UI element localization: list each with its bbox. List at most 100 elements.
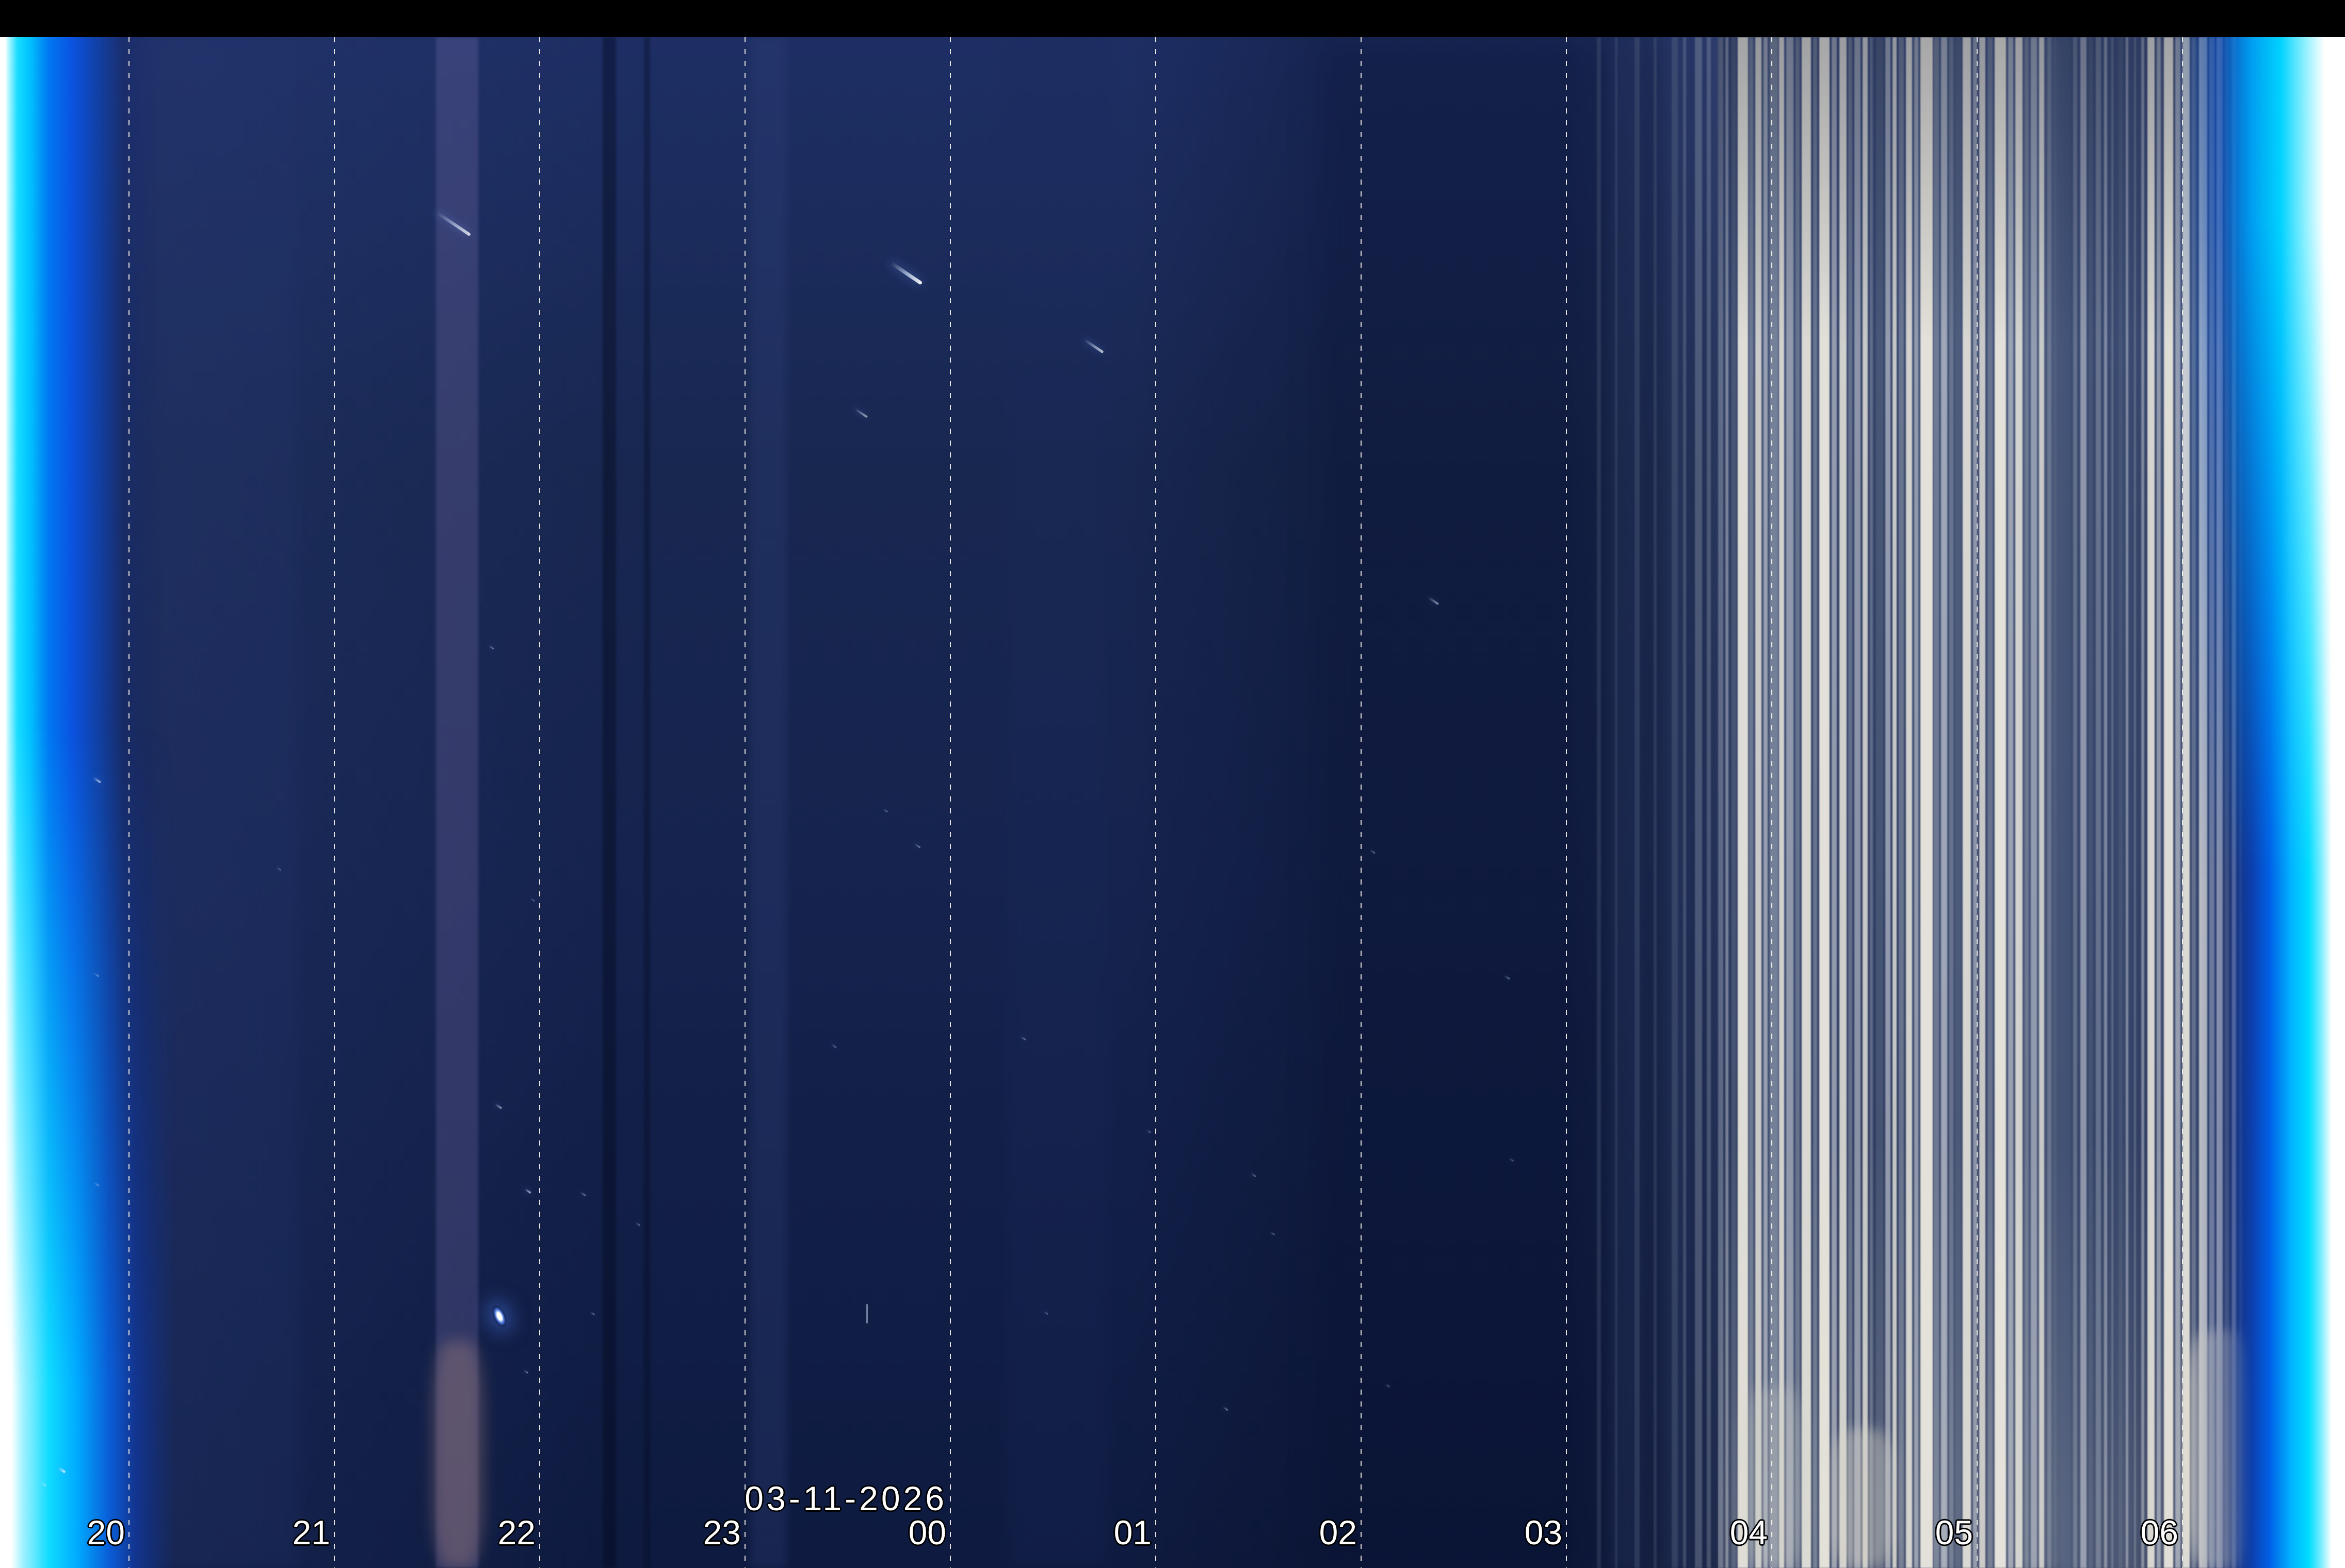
hour-gridline [950,37,951,1568]
cloud-streak [2053,37,2057,1568]
hour-label-22: 22 [497,1513,536,1551]
cloud-streak [1738,37,1748,1568]
cloud-streak [1987,37,1993,1568]
cloud-streak [1979,37,1985,1568]
cloud-streak [1813,37,1817,1568]
sky-band [751,37,787,1568]
cloud-streak [1839,37,1847,1568]
cloud-streak [2141,37,2144,1568]
cloud-streak [1955,37,1961,1568]
cloud-streak [1973,37,1977,1568]
cloud-streak [1635,37,1640,1568]
cloud-streak [1718,37,1723,1568]
cloud-streak [2080,37,2087,1568]
cloud-streak [1934,37,1939,1568]
cloud-streak [1796,37,1800,1568]
cloud-streak [1732,37,1736,1568]
hour-label-01: 01 [1113,1513,1152,1551]
cloud-streak [1870,37,1873,1568]
cloud-streak [2047,37,2051,1568]
hour-label-20: 20 [87,1513,125,1551]
cloud-streak [1755,37,1761,1568]
hour-gridline [1977,37,1978,1568]
cloud-streak [1725,37,1728,1568]
hour-label-05: 05 [1935,1513,1973,1551]
cloud-streak [2031,37,2037,1568]
sky-band [644,37,650,1568]
cloud-streak [2061,37,2071,1568]
cloud-streak [2104,37,2107,1568]
glow-patch [1832,1429,1894,1568]
top-black-bar [0,0,2345,37]
cloud-streak [1615,37,1618,1568]
cloud-streak [1683,37,1686,1568]
sky-band [1667,37,1687,1568]
cloud-streak [2134,37,2136,1568]
cloud-streak [1802,37,1811,1568]
cloud-streak [1832,37,1837,1568]
hour-label-04: 04 [1729,1513,1768,1551]
cloud-streak [1876,37,1883,1568]
cloud-streak [2025,37,2029,1568]
hour-label-00: 00 [908,1513,946,1551]
hour-gridline [334,37,335,1568]
cloud-streak [1906,37,1912,1568]
cloud-streak [2015,37,2023,1568]
sky-band [603,37,616,1568]
cloud-streak [1819,37,1830,1568]
cloud-soft-band [1909,37,1971,1568]
cloud-streak [2039,37,2044,1568]
evening-twilight-horizon-glow [0,37,181,1568]
hour-gridline [539,37,540,1568]
cloud-streak [1941,37,1947,1568]
glow-patch [1741,1387,1806,1568]
cloud-streak [1597,37,1601,1568]
cloud-streak [1695,37,1702,1568]
cloud-streak [2118,37,2123,1568]
hour-gridline [1771,37,1772,1568]
hour-gridline [1155,37,1156,1568]
hour-label-06: 06 [2140,1513,2178,1551]
cloud-streak [2147,37,2155,1568]
cloud-streak [2126,37,2128,1568]
sky-band [1610,37,1641,1568]
cloud-streak [1707,37,1711,1568]
cloud-streak [1749,37,1753,1568]
cloud-vertical-shade [1718,37,2250,1568]
hour-label-03: 03 [1524,1513,1562,1551]
hour-label-02: 02 [1319,1513,1357,1551]
cloud-streak [2111,37,2113,1568]
hour-gridline [1566,37,1567,1568]
cloud-streak [2008,37,2013,1568]
cloud-streak [1914,37,1918,1568]
star-dash [866,1304,868,1324]
cloud-streak [1654,37,1657,1568]
morning-twilight-upper-glow [2170,37,2345,1568]
cloud-streak [1764,37,1768,1568]
sky-band [436,37,478,1568]
cloud-streak [2157,37,2161,1568]
sky-band [1006,37,1109,1568]
cloud-streak [1899,37,1904,1568]
cloud-streak [1779,37,1784,1568]
cloud-streak [1672,37,1678,1568]
cloud-streak [1786,37,1793,1568]
cloud-streak [2073,37,2077,1568]
cloud-streak [1885,37,1890,1568]
cloud-streak [1920,37,1933,1568]
hour-gridline [745,37,746,1568]
cloud-streak [1995,37,2006,1568]
hour-gridline [1361,37,1362,1568]
date-label: 03-11-2026 [745,1479,947,1517]
hour-gridline [128,37,130,1568]
cloud-streak [1854,37,1861,1568]
cloud-streak [1963,37,1971,1568]
cloud-streak [1949,37,1953,1568]
